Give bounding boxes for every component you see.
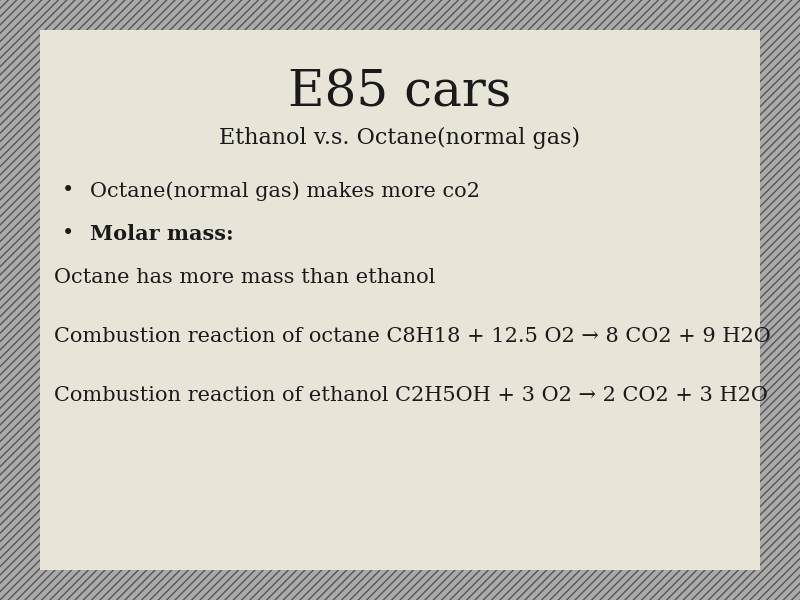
Text: Molar mass:: Molar mass: bbox=[90, 224, 234, 244]
Text: Octane(normal gas) makes more co2: Octane(normal gas) makes more co2 bbox=[90, 181, 480, 201]
Text: •: • bbox=[62, 181, 74, 200]
Text: Ethanol v.s. Octane(normal gas): Ethanol v.s. Octane(normal gas) bbox=[219, 127, 581, 149]
Text: Combustion reaction of ethanol C2H5OH + 3 O2 → 2 CO2 + 3 H2O: Combustion reaction of ethanol C2H5OH + … bbox=[54, 386, 768, 406]
Text: Combustion reaction of octane C8H18 + 12.5 O2 → 8 CO2 + 9 H2O: Combustion reaction of octane C8H18 + 12… bbox=[54, 327, 771, 346]
Text: E85 cars: E85 cars bbox=[288, 68, 512, 117]
Text: Octane has more mass than ethanol: Octane has more mass than ethanol bbox=[54, 268, 436, 287]
Text: •: • bbox=[62, 224, 74, 244]
